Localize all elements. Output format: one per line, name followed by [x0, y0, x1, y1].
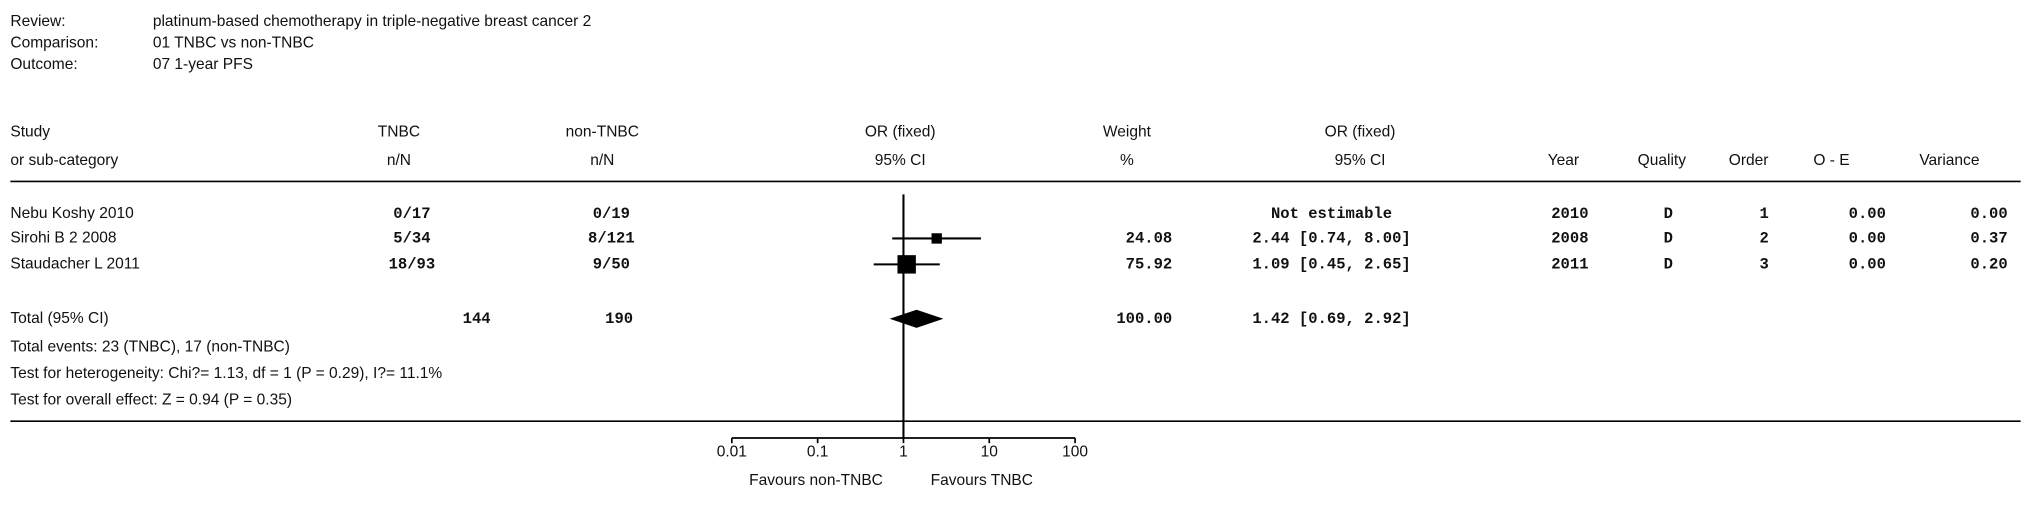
note: Total events: 23 (TNBC), 17 (non-TNBC): [10, 338, 290, 355]
events-tnbc: 0/17: [393, 205, 430, 223]
column-header: Variance: [1919, 152, 1979, 169]
variance: 0.20: [1970, 255, 2007, 273]
effect-square: [897, 255, 916, 274]
o-e: 0.00: [1849, 255, 1886, 273]
or-ci: Not estimable: [1271, 205, 1392, 223]
favours-left: Favours non-TNBC: [749, 472, 883, 489]
quality: D: [1664, 230, 1673, 248]
column-header: Year: [1548, 152, 1579, 169]
column-header: %: [1120, 152, 1134, 169]
note: Test for heterogeneity: Chi?= 1.13, df =…: [10, 365, 442, 382]
column-header: n/N: [387, 152, 411, 169]
meta-value: 07 1-year PFS: [153, 56, 253, 73]
column-header: O - E: [1813, 152, 1849, 169]
column-header: non-TNBC: [566, 123, 639, 140]
column-header: Weight: [1103, 123, 1152, 140]
favours-right: Favours TNBC: [931, 472, 1033, 489]
column-header: OR (fixed): [1325, 123, 1396, 140]
column-header: Quality: [1638, 152, 1687, 169]
column-header: TNBC: [378, 123, 420, 140]
total-non-tnbc: 190: [605, 310, 633, 328]
x-tick-label: 10: [981, 443, 999, 460]
events-non-tnbc: 9/50: [593, 255, 630, 273]
or-ci: 1.09 [0.45, 2.65]: [1252, 255, 1410, 273]
variance: 0.00: [1970, 205, 2007, 223]
total-name: Total (95% CI): [10, 310, 108, 327]
events-tnbc: 5/34: [393, 230, 430, 248]
year: 2008: [1551, 230, 1588, 248]
x-tick-label: 100: [1062, 443, 1088, 460]
meta-label: Comparison:: [10, 35, 98, 52]
column-header: Study: [10, 123, 50, 140]
meta-label: Outcome:: [10, 56, 77, 73]
o-e: 0.00: [1849, 230, 1886, 248]
events-non-tnbc: 0/19: [593, 205, 630, 223]
x-tick-label: 1: [899, 443, 908, 460]
events-non-tnbc: 8/121: [588, 230, 635, 248]
o-e: 0.00: [1849, 205, 1886, 223]
effect-square: [931, 233, 942, 244]
order: 1: [1760, 205, 1769, 223]
total-diamond: [889, 309, 944, 328]
order: 3: [1760, 255, 1769, 273]
meta-value: 01 TNBC vs non-TNBC: [153, 35, 314, 52]
note: Test for overall effect: Z = 0.94 (P = 0…: [10, 392, 292, 409]
quality: D: [1664, 255, 1673, 273]
year: 2010: [1551, 205, 1588, 223]
column-header: 95% CI: [1335, 152, 1386, 169]
or-ci: 2.44 [0.74, 8.00]: [1252, 230, 1410, 248]
column-header: or sub-category: [10, 152, 118, 169]
order: 2: [1760, 230, 1769, 248]
study-name: Staudacher L 2011: [10, 255, 139, 272]
study-name: Sirohi B 2 2008: [10, 230, 116, 247]
column-header: n/N: [590, 152, 614, 169]
column-header: 95% CI: [875, 152, 926, 169]
total-or-ci: 1.42 [0.69, 2.92]: [1252, 310, 1410, 328]
column-header: Order: [1729, 152, 1769, 169]
events-tnbc: 18/93: [389, 255, 436, 273]
meta-label: Review:: [10, 13, 65, 30]
x-tick-label: 0.1: [807, 443, 829, 460]
quality: D: [1664, 205, 1673, 223]
column-header: OR (fixed): [865, 123, 936, 140]
variance: 0.37: [1970, 230, 2007, 248]
weight: 75.92: [1126, 255, 1173, 273]
weight: 24.08: [1126, 230, 1173, 248]
year: 2011: [1551, 255, 1588, 273]
total-tnbc: 144: [463, 310, 491, 328]
x-tick-label: 0.01: [717, 443, 747, 460]
study-name: Nebu Koshy 2010: [10, 205, 134, 222]
total-weight: 100.00: [1116, 310, 1172, 328]
meta-value: platinum-based chemotherapy in triple-ne…: [153, 13, 591, 30]
